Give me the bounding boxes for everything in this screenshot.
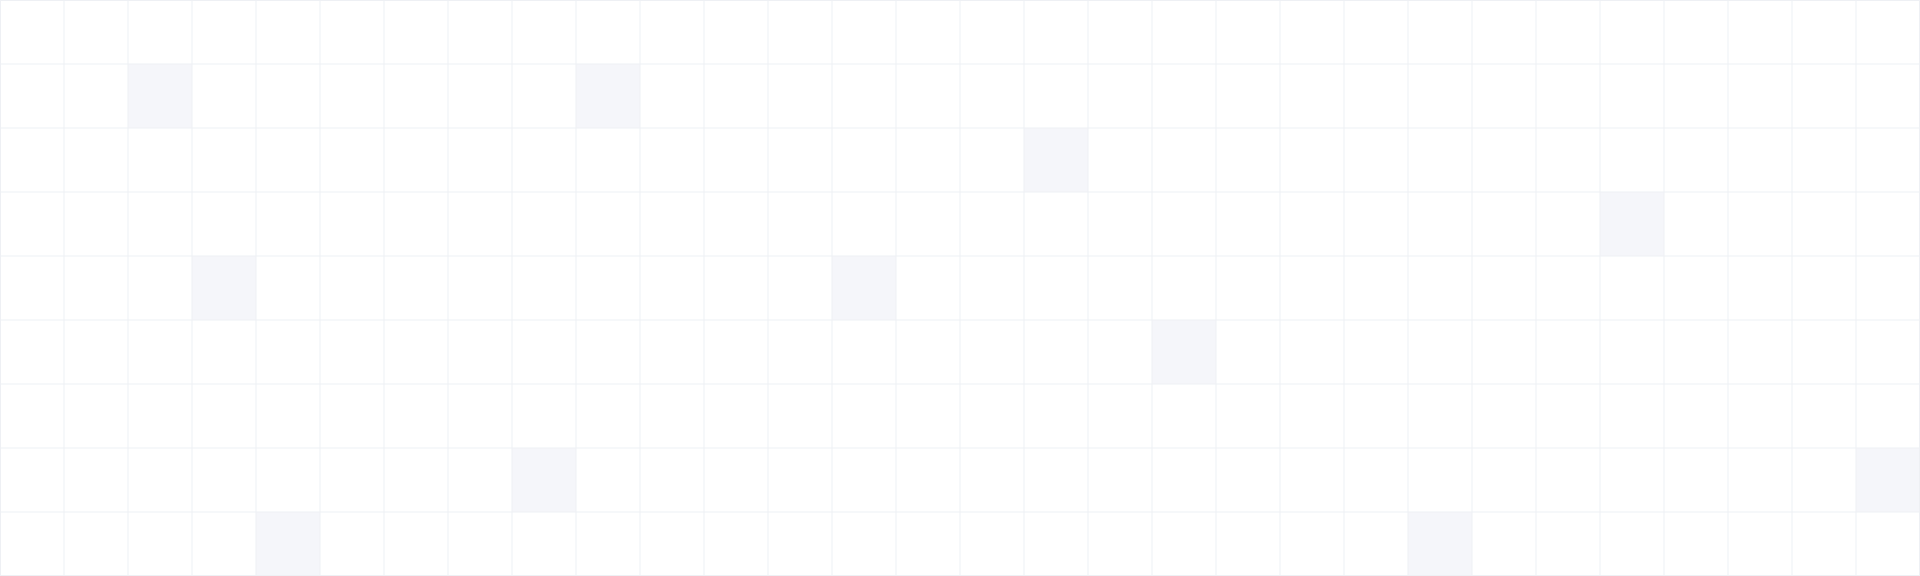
- highlighted-cell: [512, 448, 576, 512]
- highlighted-cell: [192, 256, 256, 320]
- highlighted-cell: [832, 256, 896, 320]
- highlighted-cell: [256, 512, 320, 576]
- highlighted-cell: [1024, 128, 1088, 192]
- highlighted-cell: [1408, 512, 1472, 576]
- highlighted-cell: [128, 64, 192, 128]
- highlighted-cell: [1152, 320, 1216, 384]
- highlighted-cell: [1600, 192, 1664, 256]
- highlighted-cell: [1856, 448, 1920, 512]
- highlighted-cell: [576, 64, 640, 128]
